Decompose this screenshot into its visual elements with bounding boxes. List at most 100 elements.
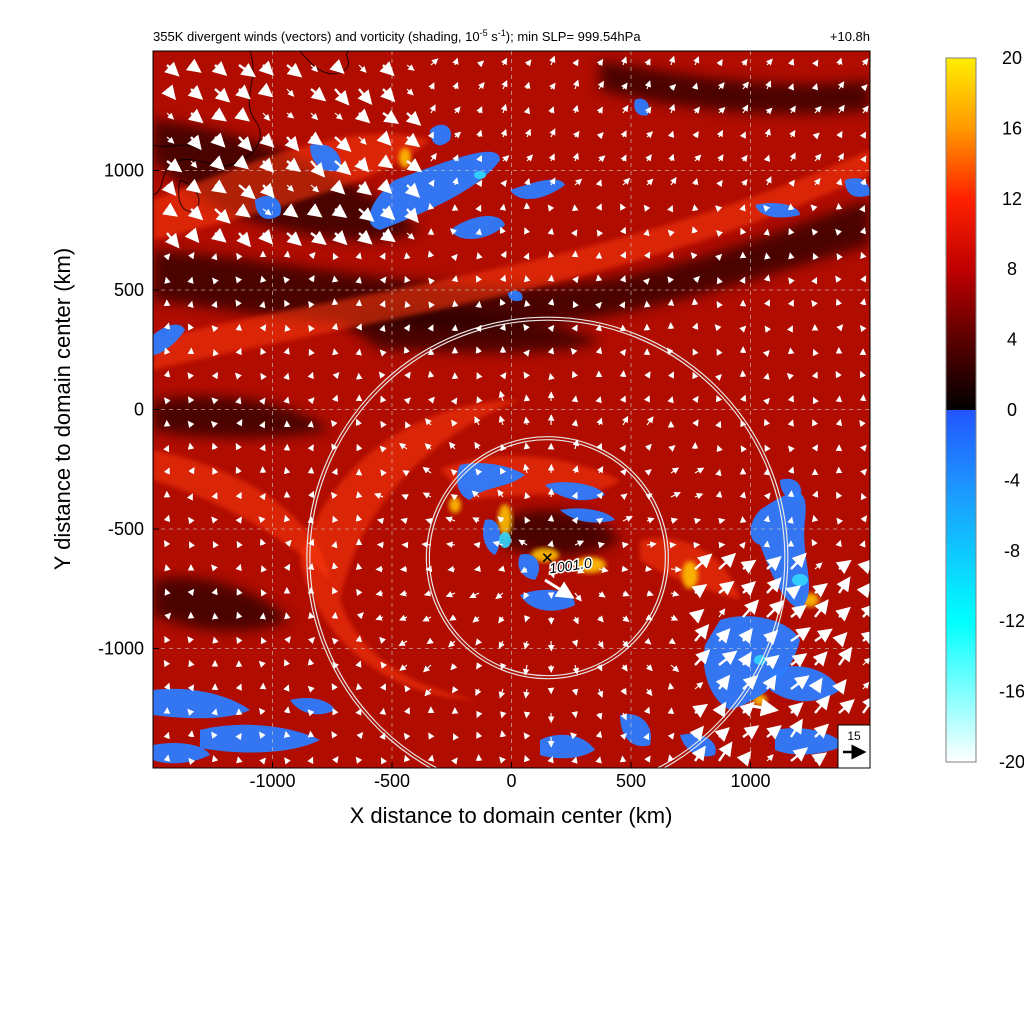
wind-vector xyxy=(476,372,483,380)
wind-vector xyxy=(164,61,180,77)
wind-vector xyxy=(286,62,303,78)
wind-vector xyxy=(571,250,579,258)
wind-vector xyxy=(332,756,339,764)
wind-vector xyxy=(692,322,699,330)
wind-vector xyxy=(790,747,809,762)
wind-vector xyxy=(670,492,681,499)
wind-vector xyxy=(571,324,578,332)
wind-vector xyxy=(211,325,219,333)
wind-vector xyxy=(259,182,275,199)
wind-vector xyxy=(620,203,627,211)
wind-vector xyxy=(621,664,628,672)
wind-vector xyxy=(472,517,480,524)
wind-vector xyxy=(571,419,579,427)
wind-vector xyxy=(427,324,434,332)
wind-vector xyxy=(262,208,272,216)
wind-vector xyxy=(380,420,387,429)
wind-vector xyxy=(188,252,195,260)
wind-vector xyxy=(187,205,204,221)
wind-vector xyxy=(310,64,319,73)
wind-vector xyxy=(570,347,578,356)
x-tick-label: 0 xyxy=(506,771,516,791)
wind-vector xyxy=(187,636,194,644)
wind-vector xyxy=(500,443,507,452)
wind-vector xyxy=(571,229,578,237)
wind-vector xyxy=(403,346,410,354)
wind-vector xyxy=(547,347,554,355)
wind-vector xyxy=(667,396,674,404)
wind-vector xyxy=(670,566,682,573)
wind-vector xyxy=(259,757,266,765)
wind-vector xyxy=(787,347,795,355)
wind-vector xyxy=(619,370,627,378)
wind-vector xyxy=(596,229,604,237)
radius-circle-inner-edge xyxy=(428,439,666,677)
wind-vector xyxy=(163,322,171,330)
wind-vector xyxy=(374,492,384,500)
wind-vector xyxy=(595,203,602,211)
wind-vector xyxy=(355,418,362,427)
wind-vector xyxy=(572,439,580,450)
wind-vector xyxy=(694,493,704,500)
wind-vector xyxy=(188,466,195,475)
x-tick-label: 1000 xyxy=(730,771,770,791)
wind-vector xyxy=(790,627,811,642)
wind-vector xyxy=(811,371,818,379)
negative-vorticity-region xyxy=(153,324,185,355)
wind-vector xyxy=(379,276,387,284)
wind-vector xyxy=(859,205,866,213)
wind-vector xyxy=(308,324,315,333)
wind-vector xyxy=(235,299,242,307)
wind-vector xyxy=(646,178,654,186)
wind-vector xyxy=(715,674,731,691)
wind-vector xyxy=(380,469,387,477)
wind-vector xyxy=(354,108,371,124)
x-tick-label: -1000 xyxy=(249,771,295,791)
wind-vector xyxy=(404,252,411,260)
wind-vector xyxy=(643,229,650,237)
wind-vector xyxy=(523,106,531,115)
wind-vector xyxy=(835,559,852,575)
wind-vector xyxy=(283,250,291,258)
wind-vector xyxy=(429,104,436,114)
wind-vector xyxy=(211,731,218,739)
wind-vector xyxy=(379,349,387,357)
wind-vector xyxy=(235,347,242,356)
wind-vector xyxy=(258,660,266,668)
wind-vector xyxy=(499,323,506,331)
wind-vector xyxy=(692,130,699,139)
wind-vector xyxy=(475,324,482,333)
wind-vector xyxy=(163,467,170,475)
wind-vector xyxy=(283,563,291,572)
wind-vector xyxy=(814,694,831,714)
wind-vector xyxy=(502,155,510,163)
wind-vector xyxy=(691,583,708,599)
wind-vector xyxy=(187,442,195,450)
wind-vector xyxy=(234,372,242,380)
negative-vorticity-region xyxy=(430,124,451,146)
x-tick-label: -500 xyxy=(374,771,410,791)
wind-vector xyxy=(307,131,324,146)
wind-vector xyxy=(716,300,723,309)
wind-vector xyxy=(498,640,505,649)
wind-vector xyxy=(475,346,482,354)
wind-vector xyxy=(595,730,603,739)
wind-vector xyxy=(331,637,339,645)
wind-vector xyxy=(285,157,302,173)
wind-vector xyxy=(766,577,782,594)
wind-vector xyxy=(789,105,796,114)
wind-vector xyxy=(836,576,851,594)
wind-vector xyxy=(400,517,408,525)
wind-vector xyxy=(526,154,534,162)
high-vorticity-band xyxy=(300,400,520,700)
wind-vector xyxy=(762,349,770,358)
wind-vector xyxy=(399,664,408,671)
wind-vector xyxy=(668,55,676,66)
wind-vector xyxy=(427,370,435,378)
wind-vector xyxy=(597,466,604,474)
wind-vector xyxy=(693,106,701,114)
wind-vector xyxy=(860,603,870,619)
wind-vector xyxy=(450,397,458,405)
wind-vector xyxy=(835,202,843,210)
wind-vector xyxy=(765,58,773,66)
